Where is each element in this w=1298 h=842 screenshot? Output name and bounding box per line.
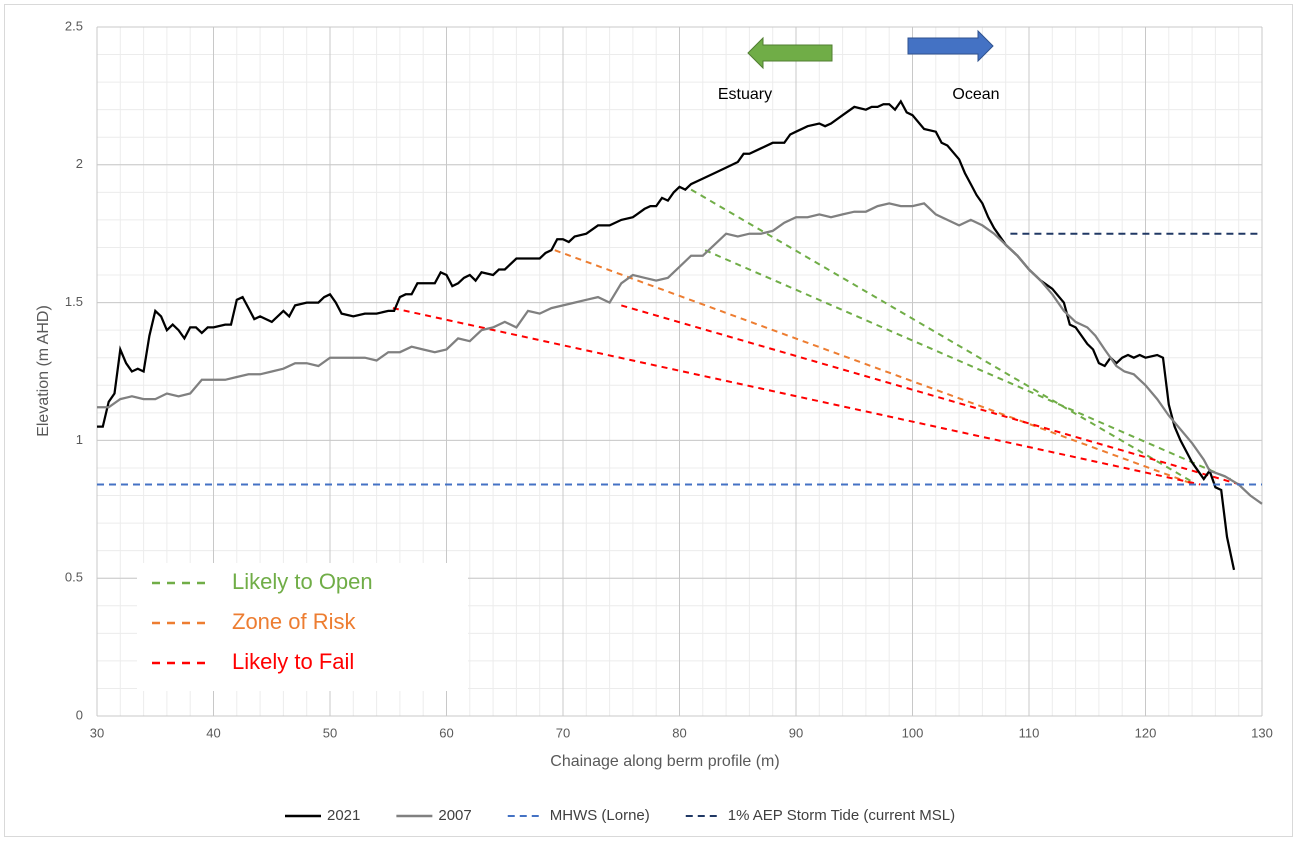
y-tick-label: 2.5 bbox=[65, 18, 83, 33]
y-tick-label: 2 bbox=[76, 156, 83, 171]
x-tick-label: 120 bbox=[1135, 725, 1157, 740]
x-tick-label: 30 bbox=[90, 725, 104, 740]
guide-line bbox=[690, 188, 1193, 483]
y-tick-label: 0.5 bbox=[65, 570, 83, 585]
x-tick-label: 70 bbox=[556, 725, 570, 740]
guide-line bbox=[704, 249, 1231, 480]
estuary-arrow bbox=[747, 36, 833, 70]
series-line bbox=[97, 99, 1236, 571]
legend-label: Likely to Fail bbox=[232, 649, 354, 674]
guide-legend-box bbox=[137, 563, 468, 691]
guide-legend: Likely to Open Zone of Risk Likely to Fail bbox=[137, 563, 468, 691]
x-tick-label: 90 bbox=[789, 725, 803, 740]
x-tick-label: 50 bbox=[323, 725, 337, 740]
x-tick-label: 110 bbox=[1019, 725, 1040, 740]
ocean-arrow bbox=[907, 29, 994, 63]
legend-label: Likely to Open bbox=[232, 569, 373, 594]
guide-line bbox=[392, 307, 1201, 486]
x-tick-label: 40 bbox=[206, 725, 220, 740]
legend-label: 2007 bbox=[438, 807, 471, 824]
legend-label: MHWS (Lorne) bbox=[550, 807, 650, 824]
annotation: Ocean bbox=[952, 86, 999, 103]
plot bbox=[97, 99, 1263, 571]
y-tick-label: 1.5 bbox=[65, 294, 83, 309]
x-tick-label: 100 bbox=[902, 725, 924, 740]
series-line bbox=[97, 202, 1263, 505]
y-axis-label: Elevation (m AHD) bbox=[35, 305, 52, 437]
legend-label: Zone of Risk bbox=[232, 609, 356, 634]
legend-label: 2021 bbox=[327, 807, 360, 824]
x-tick-label: 60 bbox=[439, 725, 453, 740]
x-axis-label: Chainage along berm profile (m) bbox=[550, 753, 779, 770]
chart-border bbox=[4, 4, 1293, 837]
y-tick-label: 0 bbox=[76, 707, 83, 722]
annotation: Estuary bbox=[718, 86, 772, 103]
legend: 2021 2007 MHWS (Lorne) 1% AEP Storm Tide (c… bbox=[285, 807, 955, 824]
guide-line bbox=[621, 304, 1241, 486]
legend-label: 1% AEP Storm Tide (current MSL) bbox=[728, 807, 955, 824]
y-tick-label: 1 bbox=[76, 432, 83, 447]
x-tick-label: 80 bbox=[672, 725, 686, 740]
guide-line bbox=[554, 249, 1195, 486]
x-tick-label: 130 bbox=[1251, 725, 1273, 740]
